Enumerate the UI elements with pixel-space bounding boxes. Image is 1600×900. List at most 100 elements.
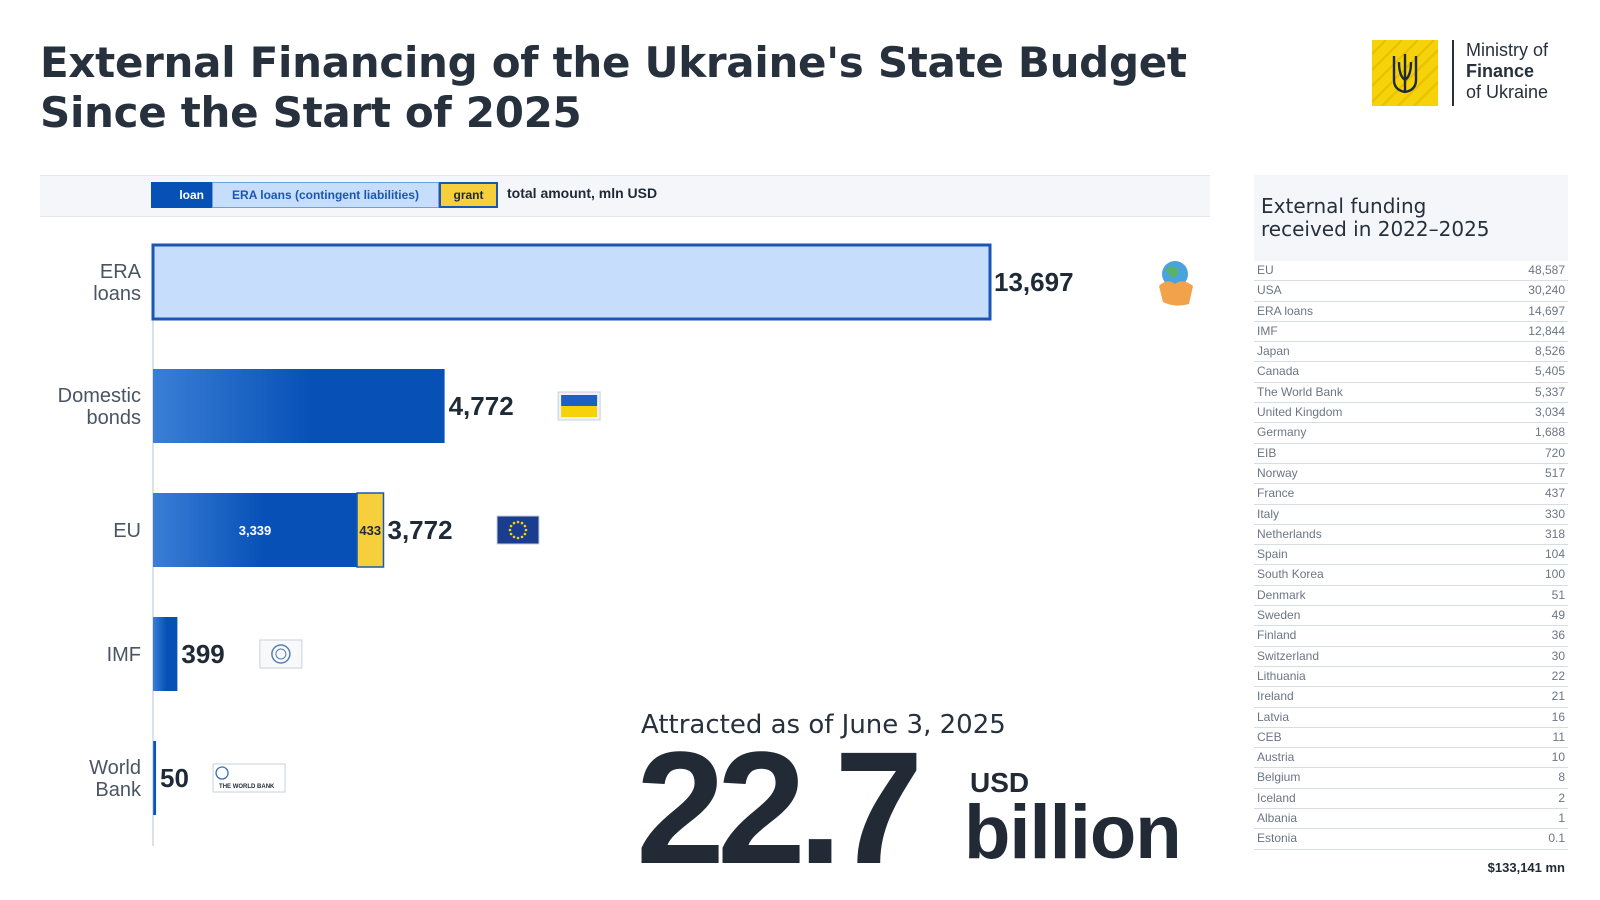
logo-line-2: Finance bbox=[1466, 61, 1535, 81]
funding-amount: 100 bbox=[1544, 567, 1565, 582]
funding-amount: 16 bbox=[1551, 709, 1565, 724]
funding-country: Japan bbox=[1257, 344, 1290, 359]
funding-amount: 1,688 bbox=[1534, 425, 1565, 440]
funding-country: Latvia bbox=[1257, 709, 1290, 724]
page-title: External Financing of the Ukraine's Stat… bbox=[40, 38, 1187, 138]
funding-country: Finland bbox=[1257, 628, 1297, 643]
eu-star bbox=[509, 532, 513, 536]
category-label-line: bonds bbox=[87, 407, 142, 429]
logo-divider bbox=[1452, 40, 1454, 106]
funding-row: Norway 517 bbox=[1254, 464, 1568, 485]
imf-logo-icon bbox=[259, 639, 303, 669]
funding-amount: 1 bbox=[1558, 811, 1565, 826]
funding-amount: 0.1 bbox=[1548, 831, 1565, 846]
funding-amount: 10 bbox=[1551, 750, 1565, 765]
funding-row: Sweden 49 bbox=[1254, 606, 1568, 627]
eu-flag-icon bbox=[496, 515, 540, 545]
eu-star bbox=[516, 520, 520, 524]
legend-loan: loan bbox=[151, 182, 212, 208]
funding-amount: 330 bbox=[1544, 506, 1565, 521]
category-label: EU bbox=[113, 520, 141, 542]
funding-amount: 49 bbox=[1551, 608, 1565, 623]
funding-country: United Kingdom bbox=[1257, 405, 1343, 420]
segment-value-label: 3,339 bbox=[239, 523, 272, 538]
bar-total-label: 50 bbox=[160, 763, 189, 793]
funding-row: Spain 104 bbox=[1254, 545, 1568, 566]
category-label-line: loans bbox=[93, 283, 141, 305]
bar-total-label: 3,772 bbox=[388, 515, 453, 545]
category-label-line: Bank bbox=[95, 779, 142, 801]
title-line-2: Since the Start of 2025 bbox=[40, 88, 582, 137]
funding-amount: 3,034 bbox=[1534, 405, 1565, 420]
eu-star bbox=[512, 535, 516, 539]
funding-amount: 720 bbox=[1544, 445, 1565, 460]
ministry-logo: Ministry of Finance of Ukraine bbox=[1371, 39, 1568, 107]
funding-row: IMF 12,844 bbox=[1254, 322, 1568, 343]
logo-text: Ministry of Finance of Ukraine bbox=[1466, 40, 1548, 103]
eu-star bbox=[508, 528, 512, 532]
category-label-line: EU bbox=[113, 520, 141, 542]
world-bank-logo-text: THE WORLD BANK bbox=[219, 784, 275, 790]
funding-country: Iceland bbox=[1257, 790, 1296, 805]
funding-row: USA 30,240 bbox=[1254, 281, 1568, 302]
bar-total-label: 4,772 bbox=[449, 391, 514, 421]
funding-country: Canada bbox=[1257, 364, 1300, 379]
funding-row: Ireland 21 bbox=[1254, 687, 1568, 708]
funding-row: EU 48,587 bbox=[1254, 261, 1568, 282]
funding-amount: 104 bbox=[1544, 547, 1565, 562]
funding-country: The World Bank bbox=[1257, 384, 1343, 399]
funding-amount: 5,337 bbox=[1534, 384, 1565, 399]
trident-emblem-icon bbox=[1371, 39, 1439, 107]
imf-seal-shape bbox=[271, 644, 291, 664]
bar-loan bbox=[153, 617, 178, 691]
funding-country: Sweden bbox=[1257, 608, 1301, 623]
flag-stripe-yellow bbox=[561, 406, 598, 417]
funding-country: Norway bbox=[1257, 465, 1298, 480]
funding-row: Albania 1 bbox=[1254, 809, 1568, 830]
funding-country: Austria bbox=[1257, 750, 1295, 765]
bar-total-label: 13,697 bbox=[994, 267, 1074, 297]
funding-amount: 12,844 bbox=[1528, 323, 1565, 338]
eu-star bbox=[520, 521, 524, 525]
flag-stripe-blue bbox=[561, 395, 598, 406]
category-label-line: World bbox=[89, 757, 141, 779]
funding-amount: 8,526 bbox=[1534, 344, 1565, 359]
category-label: ERA loans bbox=[93, 261, 141, 305]
funding-amount: 51 bbox=[1551, 587, 1565, 602]
imf-seal-inner bbox=[275, 648, 287, 660]
category-label: IMF bbox=[107, 644, 141, 666]
segment-value-label: 433 bbox=[359, 523, 381, 538]
bar-loan bbox=[153, 741, 157, 815]
funding-amount: 21 bbox=[1551, 689, 1565, 704]
funding-row: United Kingdom 3,034 bbox=[1254, 403, 1568, 424]
legend-total-amount: total amount, mln USD bbox=[507, 185, 658, 201]
funding-list: EU 48,587 USA 30,240 ERA loans 14,697 IMF 12,84… bbox=[1254, 261, 1568, 850]
globe-land-shape bbox=[1165, 266, 1179, 278]
eu-star bbox=[512, 521, 516, 525]
funding-row: ERA loans 14,697 bbox=[1254, 302, 1568, 322]
funding-row: South Korea 100 bbox=[1254, 565, 1568, 586]
funding-row: Iceland 2 bbox=[1254, 789, 1568, 810]
funding-row: Lithuania 22 bbox=[1254, 667, 1568, 688]
funding-row: The World Bank 5,337 bbox=[1254, 383, 1568, 404]
funding-country: EU bbox=[1257, 263, 1274, 277]
world-bank-globe bbox=[215, 766, 229, 780]
funding-row: Austria 10 bbox=[1254, 748, 1568, 769]
funding-country: USA bbox=[1257, 283, 1282, 298]
category-label: Domestic bonds bbox=[58, 385, 141, 429]
funding-country: Belgium bbox=[1257, 770, 1301, 785]
funding-amount: 5,405 bbox=[1534, 364, 1565, 379]
panel-title: External funding received in 2022–2025 bbox=[1254, 175, 1568, 261]
summary-unit: billion bbox=[964, 790, 1182, 875]
bar-era bbox=[151, 243, 992, 321]
legend-era-loans: ERA loans (contingent liabilities) bbox=[212, 182, 439, 208]
funding-amount: 48,587 bbox=[1528, 263, 1565, 277]
funding-row: Netherlands 318 bbox=[1254, 525, 1568, 546]
category-label: World Bank bbox=[89, 757, 142, 801]
funding-amount: 14,697 bbox=[1528, 303, 1565, 318]
bar-loan bbox=[153, 493, 358, 567]
funding-country: Spain bbox=[1257, 547, 1288, 562]
funding-country: ERA loans bbox=[1257, 303, 1314, 318]
eu-star bbox=[520, 535, 524, 539]
funding-country: CEB bbox=[1257, 729, 1282, 744]
